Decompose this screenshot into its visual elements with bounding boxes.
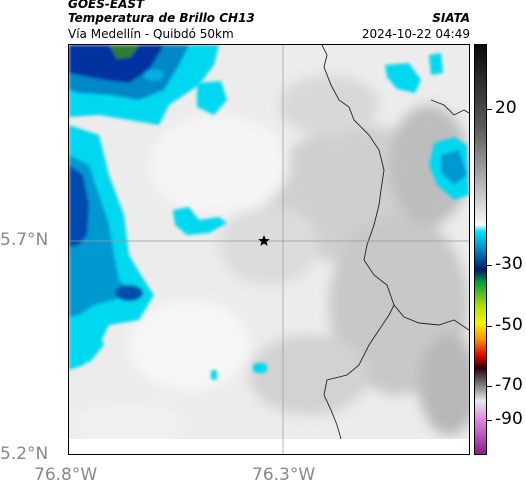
- colorbar-tick-label: -70: [495, 375, 523, 395]
- no-data-band: [69, 439, 469, 454]
- colorbar-tick-label: 20: [495, 98, 517, 118]
- colorbar-tick: [487, 326, 492, 327]
- satellite-map: [68, 44, 470, 455]
- colorbar-tick-label: -50: [495, 315, 523, 335]
- cold-cloud-left: [69, 125, 154, 370]
- colorbar: [474, 44, 487, 455]
- colorbar-tick-label: -30: [495, 254, 523, 274]
- colorbar-tick: [487, 265, 492, 266]
- cold-cloud-top-left: [69, 45, 219, 125]
- colorbar-tick: [487, 420, 492, 421]
- colorbar-tick: [487, 386, 492, 387]
- datetime-label: 2024-10-22 04:49: [361, 27, 470, 41]
- lat-tick-label: 5.2°N: [0, 444, 49, 464]
- colorbar-gradient: [475, 45, 486, 454]
- lon-tick-label: 76.3°W: [252, 465, 316, 485]
- lon-tick-label: 76.8°W: [34, 465, 98, 485]
- cold-cloud-patches: [173, 53, 469, 380]
- colorbar-tick: [487, 109, 492, 110]
- lat-tick-label: 5.7°N: [0, 230, 49, 250]
- route-subtitle: Vía Medellín - Quibdó 50km: [68, 27, 234, 41]
- map-canvas: [69, 45, 469, 454]
- product-title: Temperatura de Brillo CH13: [68, 11, 255, 25]
- star-marker: [258, 235, 270, 246]
- colorbar-tick-label: -90: [495, 409, 523, 429]
- organization-label: SIATA: [432, 11, 470, 25]
- boundary-lines: [321, 45, 469, 440]
- satellite-title: GOES-EAST: [68, 0, 145, 11]
